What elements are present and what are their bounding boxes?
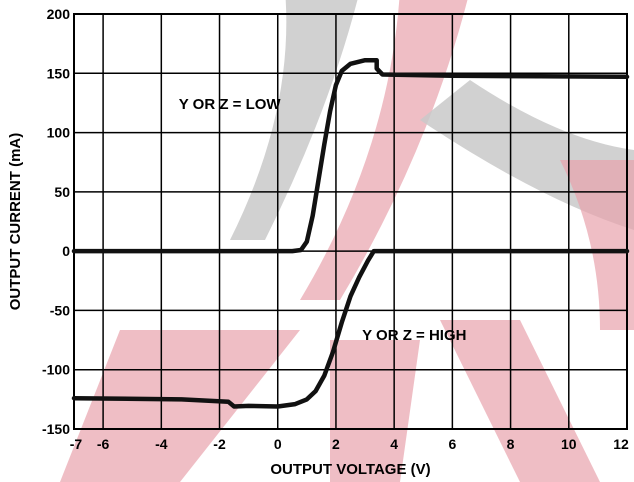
- x-tick-label: 8: [507, 436, 515, 452]
- x-tick-label: -4: [155, 436, 168, 452]
- x-tick-label: -7: [70, 436, 83, 452]
- x-tick-label: 6: [448, 436, 456, 452]
- x-tick-label: 10: [561, 436, 577, 452]
- annotations: Y OR Z = LOW Y OR Z = HIGH: [179, 96, 467, 344]
- watermark-logo: [60, 0, 634, 482]
- plot-border: [73, 13, 628, 430]
- y-tick-label: 100: [47, 125, 71, 141]
- x-tick-label: 4: [390, 436, 398, 452]
- series-group: [71, 57, 630, 409]
- y-tick-label: 50: [54, 184, 70, 200]
- annotation-label: Y OR Z = LOW: [179, 96, 282, 113]
- y-tick-label: 150: [47, 65, 71, 81]
- y-tick-label: -100: [42, 362, 70, 378]
- y-tick-labels: -150 -100 -50 0 50 100 150 200: [42, 6, 70, 437]
- x-tick-labels: -7 -6 -4 -2 0 2 4 6 8 10 12: [70, 436, 629, 452]
- series-line-2: [71, 248, 630, 409]
- y-tick-label: 200: [47, 6, 71, 22]
- x-tick-label: 0: [274, 436, 282, 452]
- x-axis-label: OUTPUT VOLTAGE (V): [270, 461, 430, 478]
- plot-frame: [73, 13, 628, 430]
- x-tick-label: -6: [97, 436, 110, 452]
- x-tick-label: 12: [613, 436, 629, 452]
- series-line-1: [71, 57, 630, 254]
- x-tick-label: -2: [213, 436, 226, 452]
- y-tick-label: -150: [42, 421, 70, 437]
- y-axis-label: OUTPUT CURRENT (mA): [7, 133, 24, 311]
- y-tick-label: -50: [50, 302, 70, 318]
- x-tick-label: 2: [332, 436, 340, 452]
- annotation-label: Y OR Z = HIGH: [362, 327, 466, 344]
- y-tick-label: 0: [62, 243, 70, 259]
